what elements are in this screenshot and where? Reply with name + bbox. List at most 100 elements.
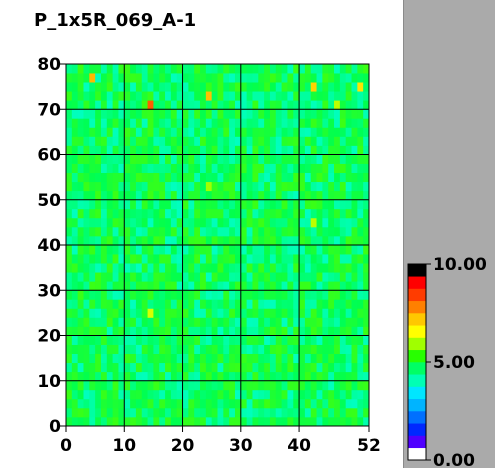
heatmap-cell xyxy=(264,299,271,309)
heatmap-cell xyxy=(66,235,73,246)
heatmap-cell xyxy=(339,344,347,354)
heatmap-cell xyxy=(322,127,329,137)
heatmap-cell xyxy=(135,154,143,164)
heatmap-cell xyxy=(200,73,207,83)
heatmap-cell xyxy=(240,398,248,409)
heatmap-cell xyxy=(159,362,166,373)
heatmap-cell xyxy=(188,145,195,155)
heatmap-cell xyxy=(153,335,160,345)
heatmap-cell xyxy=(310,199,317,210)
heatmap-cell xyxy=(95,380,102,391)
heatmap-cell xyxy=(71,308,79,318)
heatmap-cell xyxy=(234,154,242,164)
heatmap-cell xyxy=(130,254,137,264)
heatmap-cell xyxy=(310,272,317,282)
heatmap-cell xyxy=(141,380,148,391)
y-tick-label: 60 xyxy=(37,146,61,166)
heatmap-cell xyxy=(287,109,294,119)
heatmap-cell xyxy=(188,199,195,210)
heatmap-cell xyxy=(287,64,294,74)
heatmap-cell xyxy=(153,353,160,364)
heatmap-cell xyxy=(106,317,114,327)
heatmap-cell xyxy=(252,317,259,327)
heatmap-cell xyxy=(345,407,352,418)
heatmap-cell xyxy=(293,91,300,101)
heatmap-cell xyxy=(258,118,265,128)
heatmap-cell xyxy=(118,299,125,309)
heatmap-cell xyxy=(246,199,253,210)
heatmap-cell xyxy=(299,272,306,282)
heatmap-cell xyxy=(316,136,323,146)
heatmap-cell xyxy=(118,389,125,400)
heatmap-cell xyxy=(89,73,96,83)
heatmap-cell xyxy=(118,163,125,173)
heatmap-cell xyxy=(223,64,230,74)
heatmap-cell xyxy=(66,398,73,409)
heatmap-cell xyxy=(112,181,119,192)
heatmap-cell xyxy=(281,163,288,173)
heatmap-cell xyxy=(234,344,242,354)
heatmap-cell xyxy=(316,344,323,354)
y-tick-label: 70 xyxy=(37,100,61,120)
heatmap-cell xyxy=(89,226,96,237)
heatmap-cell xyxy=(153,326,160,336)
heatmap-cell xyxy=(89,199,96,210)
heatmap-cell xyxy=(147,272,154,282)
heatmap-cell xyxy=(211,272,218,282)
heatmap-cell xyxy=(159,299,166,309)
heatmap-cell xyxy=(246,208,253,219)
heatmap-cell xyxy=(281,254,288,264)
heatmap-cell xyxy=(264,389,271,400)
heatmap-cell xyxy=(118,82,125,92)
heatmap-cell xyxy=(334,308,341,318)
heatmap-cell xyxy=(252,208,259,219)
heatmap-cell xyxy=(304,154,312,164)
heatmap-cell xyxy=(287,145,294,155)
heatmap-cell xyxy=(112,235,119,246)
heatmap-cell xyxy=(170,100,178,110)
heatmap-cell xyxy=(200,64,207,74)
heatmap-cell xyxy=(339,82,347,92)
heatmap-cell xyxy=(293,109,300,119)
heatmap-cell xyxy=(229,344,236,354)
heatmap-cell xyxy=(293,353,300,364)
heatmap-cell xyxy=(124,199,131,210)
heatmap-cell xyxy=(328,190,335,201)
heatmap-cell xyxy=(246,245,253,255)
heatmap-cell xyxy=(135,199,143,210)
heatmap-cell xyxy=(351,208,358,219)
heatmap-cell xyxy=(304,353,312,364)
heatmap-cell xyxy=(234,317,242,327)
heatmap-cell xyxy=(147,416,154,427)
heatmap-cell xyxy=(223,335,230,345)
heatmap-cell xyxy=(345,154,352,164)
heatmap-cell xyxy=(106,380,114,391)
heatmap-cell xyxy=(100,398,108,409)
heatmap-cell xyxy=(304,82,312,92)
heatmap-cell xyxy=(234,145,242,155)
heatmap-cell xyxy=(135,317,143,327)
heatmap-cell xyxy=(153,389,160,400)
heatmap-cell xyxy=(223,371,230,382)
heatmap-cell xyxy=(281,199,288,210)
heatmap-cell xyxy=(106,127,114,137)
heatmap-cell xyxy=(322,380,329,391)
heatmap-cell xyxy=(316,281,323,291)
heatmap-cell xyxy=(176,64,183,74)
heatmap-cell xyxy=(170,353,178,364)
heatmap-cell xyxy=(339,217,347,228)
heatmap-cell xyxy=(118,308,125,318)
heatmap-cell xyxy=(188,100,195,110)
heatmap-cell xyxy=(182,416,189,427)
heatmap-cell xyxy=(334,416,341,427)
heatmap-cell xyxy=(211,163,218,173)
heatmap-cell xyxy=(229,353,236,364)
heatmap-cell xyxy=(322,154,329,164)
heatmap-cell xyxy=(328,398,335,409)
heatmap-cell xyxy=(77,136,84,146)
heatmap-cell xyxy=(83,245,90,255)
heatmap-cell xyxy=(334,344,341,354)
heatmap-cell xyxy=(200,254,207,264)
heatmap-cell xyxy=(252,362,259,373)
heatmap-cell xyxy=(153,317,160,327)
